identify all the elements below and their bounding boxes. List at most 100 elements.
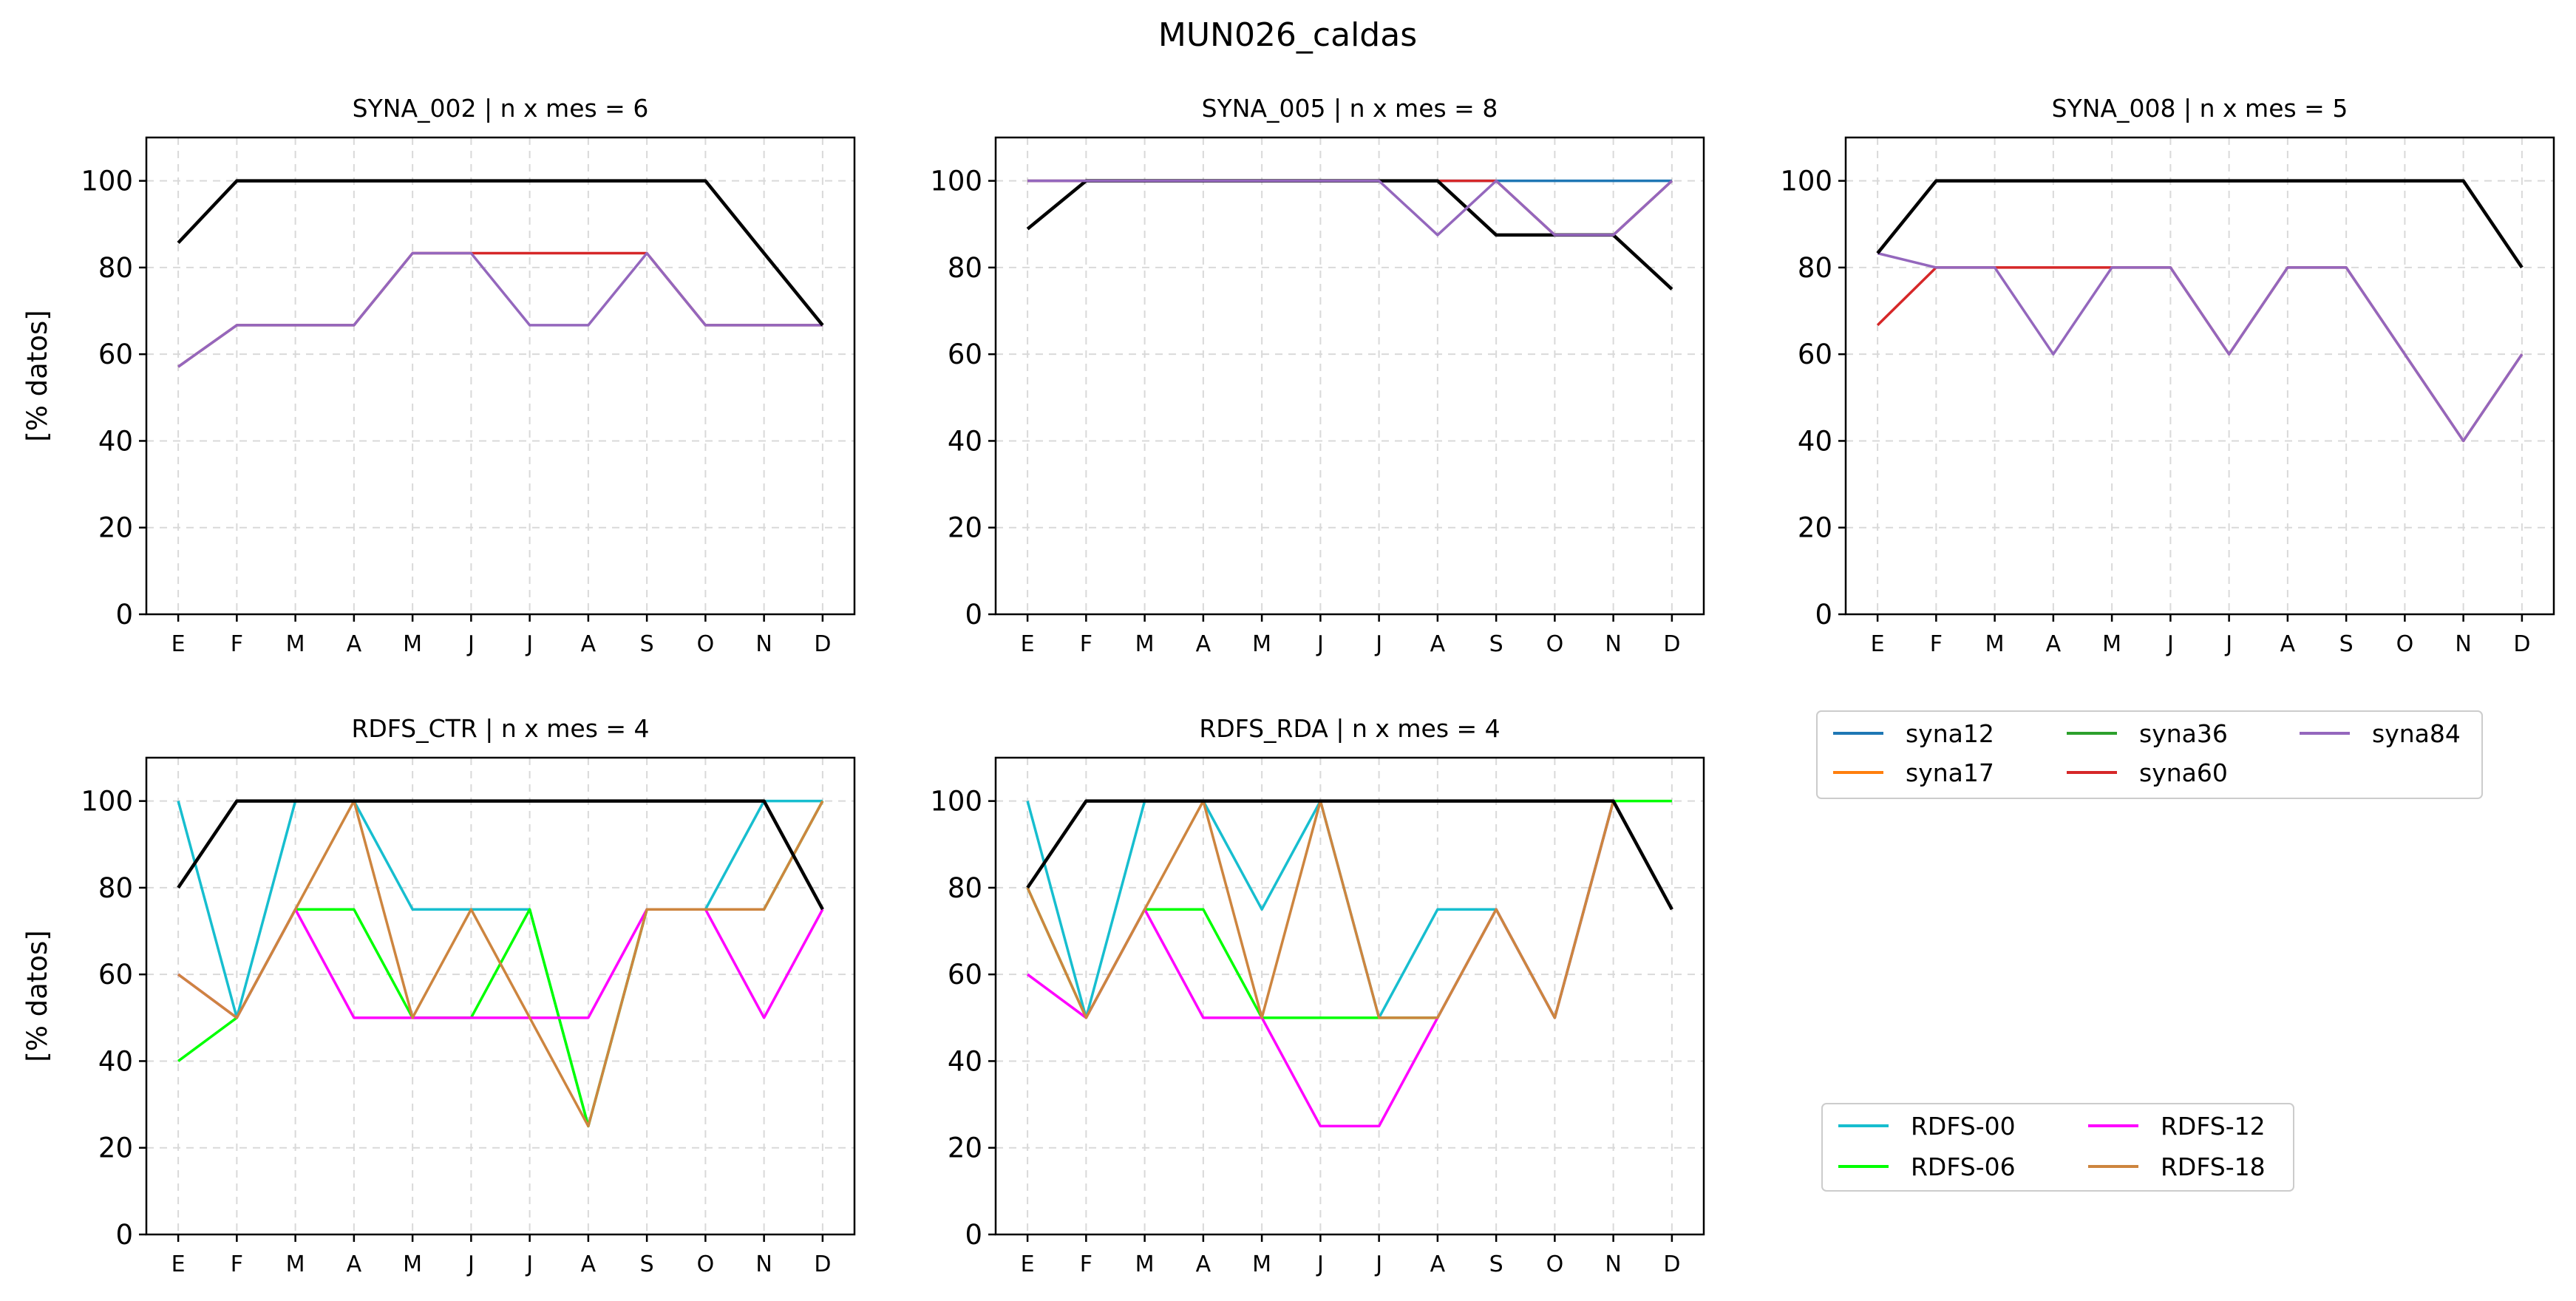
x-tick-label: D	[2513, 631, 2530, 657]
y-tick-label: 20	[948, 512, 982, 544]
series-line-rdfs-18	[177, 799, 824, 1128]
x-tick-label: A	[2046, 631, 2062, 657]
x-tick-label: N	[755, 1251, 772, 1277]
x-tick-label: M	[1252, 1251, 1271, 1277]
legend-label-syna60: syna60	[2139, 758, 2228, 787]
chart-panel-5: 0 20 40 60 80 100 E F M A M J J A S O N D RDFS_RDA | n x m…	[930, 714, 1705, 1277]
y-tick-label: 100	[81, 786, 133, 818]
figure-title: MUN026_caldas	[1158, 16, 1417, 54]
series-line-rdfs-00	[177, 799, 823, 1128]
x-tick-label: J	[2224, 631, 2232, 657]
x-tick-label: M	[1985, 631, 2005, 657]
y-tick-label: 80	[98, 252, 133, 284]
series-line-syna84	[177, 251, 823, 368]
y-tick-label: 20	[948, 1132, 982, 1164]
x-tick-label: S	[640, 631, 654, 657]
y-tick-label: 40	[98, 425, 133, 457]
panel-title: SYNA_002 | n x mes = 6	[353, 94, 649, 123]
y-tick-label: 80	[948, 872, 982, 904]
x-tick-label: M	[286, 631, 305, 657]
plot-area	[146, 137, 854, 614]
x-tick-label: M	[1252, 631, 1271, 657]
plot-frame	[1844, 136, 2555, 616]
x-tick-label: N	[1605, 1251, 1621, 1277]
series-line-rdfs-18	[1026, 799, 1673, 1019]
legend-item-syna60: syna60	[2067, 758, 2228, 787]
y-tick-label: 80	[98, 872, 133, 904]
y-tick-label: 20	[98, 1132, 133, 1164]
chart-panel-2: 0 20 40 60 80 100 E F M A M J J A S O N D SYNA_005 | n x m…	[930, 94, 1705, 657]
y-tick-label: 60	[1798, 339, 1832, 370]
x-tick-label: M	[403, 1251, 422, 1277]
x-tick-label: J	[2166, 631, 2174, 657]
x-tick-label: A	[1196, 631, 1211, 657]
x-tick-label: F	[231, 631, 243, 657]
plot-area	[996, 758, 1704, 1234]
y-tick-label: 0	[115, 599, 133, 631]
y-tick-label: 40	[98, 1045, 133, 1077]
x-tick-label: F	[1930, 631, 1943, 657]
plot-frame	[994, 756, 1705, 1236]
legend-label-rdfs-06: RDFS-06	[1911, 1152, 2016, 1181]
x-tick-label: A	[2280, 631, 2296, 657]
y-axis-label: [% datos]	[21, 310, 53, 441]
x-tick-label: A	[347, 1251, 362, 1277]
x-tick-label: J	[1374, 631, 1382, 657]
legend-item-syna17: syna17	[1833, 758, 1994, 787]
x-tick-label: A	[347, 631, 362, 657]
y-tick-label: 100	[930, 786, 982, 818]
y-tick-label: 0	[965, 599, 982, 631]
x-tick-label: N	[755, 631, 772, 657]
chart-panel-4: 0 20 40 60 80 100 E F M A M J J A S O N D RDFS_CTR | n x m…	[21, 714, 856, 1277]
legend-item-rdfs-06: RDFS-06	[1838, 1152, 2016, 1181]
legend-label-syna36: syna36	[2139, 719, 2228, 748]
x-tick-label: F	[231, 1251, 243, 1277]
x-tick-label: F	[1080, 1251, 1092, 1277]
y-tick-label: 0	[965, 1219, 982, 1251]
x-tick-label: F	[1080, 631, 1092, 657]
x-tick-label: E	[171, 1251, 186, 1277]
plot-area	[996, 137, 1704, 614]
y-tick-label: 80	[1798, 252, 1832, 284]
x-tick-label: E	[1871, 631, 1885, 657]
legend-item-syna12: syna12	[1833, 719, 1994, 748]
y-tick-label: 40	[1798, 425, 1832, 457]
x-tick-label: S	[2339, 631, 2354, 657]
y-tick-label: 60	[948, 339, 982, 370]
plot-frame	[145, 136, 856, 616]
x-tick-label: S	[1489, 1251, 1503, 1277]
legend-rdfs: RDFS-00 RDFS-06 RDFS-12 RDFS-18	[1821, 1103, 2294, 1192]
legend-label-syna84: syna84	[2372, 719, 2461, 748]
x-tick-label: N	[1605, 631, 1621, 657]
x-tick-label: M	[1135, 631, 1155, 657]
x-tick-label: A	[1196, 1251, 1211, 1277]
x-tick-label: D	[814, 1251, 831, 1277]
series-line-syna84	[1027, 179, 1673, 237]
x-tick-label: D	[1663, 631, 1680, 657]
x-tick-label: J	[466, 631, 475, 657]
plot-area	[1846, 137, 2554, 614]
x-tick-label: O	[2396, 631, 2414, 657]
x-tick-label: J	[525, 1251, 533, 1277]
x-tick-label: N	[2455, 631, 2471, 657]
chart-panel-1: 0 20 40 60 80 100 E F M A M J J A S O N D SYNA_002 | n x m…	[21, 94, 856, 657]
x-tick-label: A	[581, 1251, 597, 1277]
legend-label-syna12: syna12	[1906, 719, 1994, 748]
x-tick-label: J	[466, 1251, 475, 1277]
legend-item-syna84: syna84	[2300, 719, 2461, 748]
y-tick-label: 100	[81, 166, 133, 197]
plot-frame	[994, 136, 1705, 616]
series-line-obs	[1876, 179, 2524, 269]
panel-title: SYNA_008 | n x mes = 5	[2052, 94, 2348, 123]
x-tick-label: E	[171, 631, 186, 657]
x-tick-label: S	[640, 1251, 654, 1277]
y-tick-label: 40	[948, 425, 982, 457]
x-tick-label: M	[286, 1251, 305, 1277]
legend-item-rdfs-18: RDFS-18	[2088, 1152, 2266, 1181]
x-tick-label: J	[1316, 1251, 1324, 1277]
x-tick-label: J	[1316, 631, 1324, 657]
x-tick-label: O	[697, 1251, 715, 1277]
plot-frame	[145, 756, 856, 1236]
y-tick-label: 100	[930, 166, 982, 197]
